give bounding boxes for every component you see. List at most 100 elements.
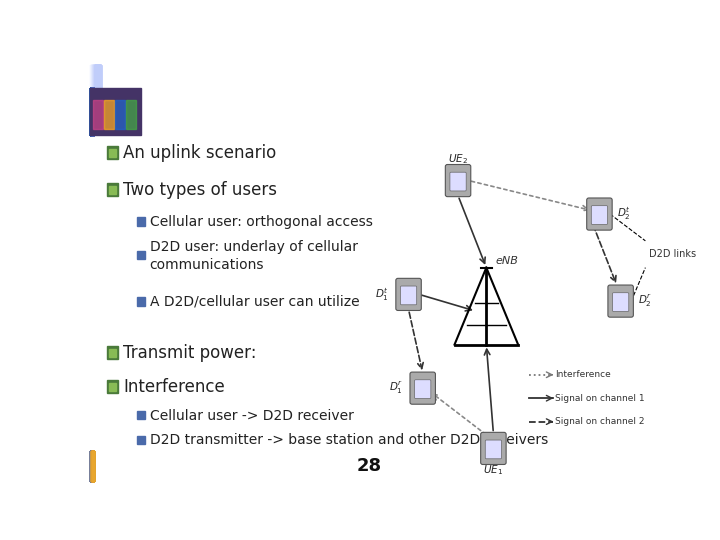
Bar xyxy=(91,451,93,481)
Bar xyxy=(91,451,93,481)
Bar xyxy=(91,65,97,87)
Bar xyxy=(94,65,99,87)
Bar xyxy=(91,451,93,481)
Bar xyxy=(91,451,93,481)
Bar xyxy=(94,65,100,87)
Bar xyxy=(91,87,92,136)
Bar xyxy=(92,65,98,87)
Bar xyxy=(91,451,93,481)
Bar xyxy=(90,87,92,136)
Bar xyxy=(90,87,92,136)
Bar xyxy=(90,451,92,481)
Bar xyxy=(91,87,93,136)
Bar xyxy=(91,451,93,481)
Bar xyxy=(90,87,92,136)
Bar xyxy=(91,87,93,136)
Bar xyxy=(91,87,92,136)
Bar xyxy=(91,87,93,136)
Text: Transmit power:: Transmit power: xyxy=(124,344,262,362)
Bar xyxy=(90,87,92,136)
Bar xyxy=(91,87,94,136)
Bar xyxy=(90,451,92,481)
Bar xyxy=(91,451,92,481)
Bar xyxy=(91,87,93,136)
Bar xyxy=(91,87,92,136)
Bar xyxy=(91,87,93,136)
Bar xyxy=(90,87,92,136)
Bar xyxy=(91,451,94,481)
Bar xyxy=(91,87,93,136)
Bar xyxy=(90,451,92,481)
Bar xyxy=(91,451,94,481)
Bar xyxy=(91,87,92,136)
Bar xyxy=(91,87,93,136)
Bar xyxy=(91,451,94,481)
Bar xyxy=(91,451,93,481)
Bar xyxy=(91,451,93,481)
Bar xyxy=(91,451,94,481)
Bar xyxy=(91,451,93,481)
Bar xyxy=(91,87,94,136)
Bar xyxy=(91,451,93,481)
Bar xyxy=(91,87,93,136)
Bar xyxy=(90,451,92,481)
Bar xyxy=(91,87,94,136)
Bar xyxy=(94,65,99,87)
Bar xyxy=(91,87,93,136)
Bar xyxy=(91,87,93,136)
Bar xyxy=(90,451,92,481)
Bar xyxy=(91,65,96,87)
Bar xyxy=(138,298,145,306)
Bar xyxy=(91,451,94,481)
Bar xyxy=(91,451,93,481)
Bar xyxy=(91,451,94,481)
Bar xyxy=(96,65,101,87)
Bar xyxy=(96,65,101,87)
Bar xyxy=(90,451,92,481)
Bar xyxy=(91,87,93,136)
Bar xyxy=(92,65,98,87)
Bar xyxy=(91,451,94,481)
Bar xyxy=(91,451,94,481)
Bar xyxy=(91,451,93,481)
Bar xyxy=(91,451,92,481)
Text: Interference: Interference xyxy=(124,378,225,396)
Text: $D_1^r$: $D_1^r$ xyxy=(389,380,403,396)
Bar xyxy=(91,451,93,481)
Bar xyxy=(90,451,92,481)
Bar xyxy=(90,451,92,481)
Bar xyxy=(91,451,93,481)
Bar xyxy=(91,451,93,481)
Bar xyxy=(92,65,98,87)
Bar xyxy=(90,87,92,136)
Bar xyxy=(91,87,94,136)
Bar xyxy=(95,65,100,87)
Bar xyxy=(91,451,92,481)
Bar xyxy=(95,65,101,87)
Bar xyxy=(91,65,96,87)
Bar xyxy=(90,451,92,481)
Bar xyxy=(91,87,93,136)
Bar xyxy=(91,451,93,481)
Bar xyxy=(93,65,99,87)
Bar xyxy=(94,65,99,87)
Bar xyxy=(91,87,93,136)
Bar xyxy=(91,87,93,136)
Bar xyxy=(91,87,94,136)
Text: An uplink scenario: An uplink scenario xyxy=(124,144,276,162)
Bar xyxy=(91,87,92,136)
Bar xyxy=(95,65,100,87)
Bar xyxy=(91,451,93,481)
Bar xyxy=(90,87,92,136)
Bar xyxy=(91,87,93,136)
Bar xyxy=(91,87,93,136)
Bar xyxy=(91,451,93,481)
Bar xyxy=(138,436,145,444)
Bar xyxy=(91,451,94,481)
Bar xyxy=(91,451,93,481)
Bar xyxy=(90,65,96,87)
Bar xyxy=(91,451,94,481)
Bar xyxy=(91,451,94,481)
Bar xyxy=(91,87,93,136)
FancyBboxPatch shape xyxy=(613,293,629,312)
